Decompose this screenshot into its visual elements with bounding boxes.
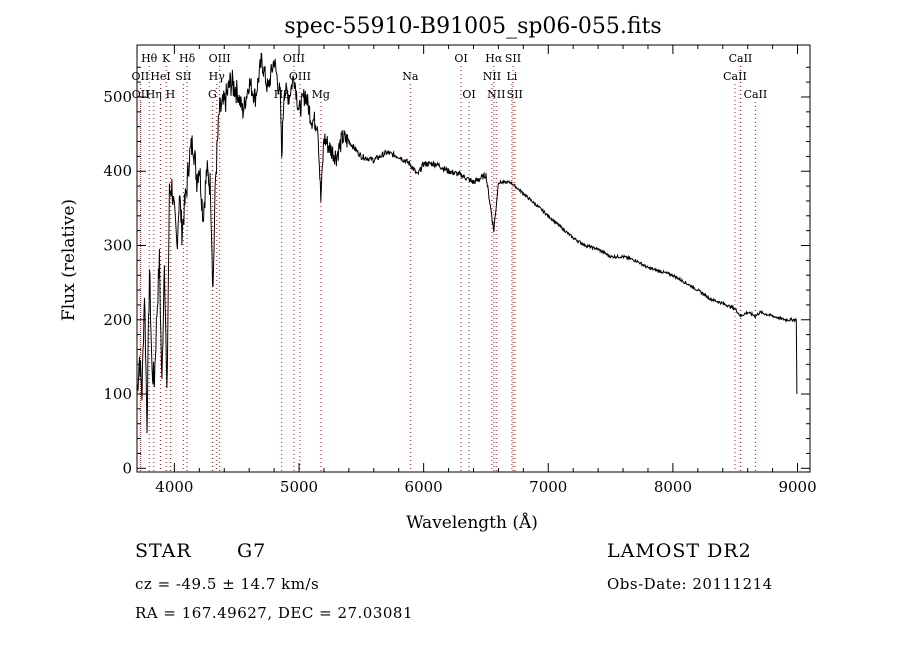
- line-marker-label: Hδ: [179, 52, 196, 65]
- y-tick-label: 100: [103, 385, 132, 403]
- line-marker-label: Li: [506, 70, 517, 83]
- line-marker-label: OIII: [289, 70, 311, 83]
- x-tick-label: 5000: [280, 478, 318, 496]
- line-marker-label: Hγ: [209, 70, 226, 83]
- line-marker-label: Hα: [485, 52, 503, 65]
- line-marker-label: HeI: [150, 70, 170, 83]
- x-tick-label: 9000: [778, 478, 816, 496]
- line-marker-label: OI: [462, 88, 475, 101]
- chart-title: spec-55910-B91005_sp06-055.fits: [284, 14, 661, 39]
- object-class: STAR: [135, 540, 192, 562]
- y-tick-label: 500: [103, 88, 132, 106]
- line-marker-label: CaII: [729, 52, 753, 65]
- line-marker-label: Hθ: [141, 52, 158, 65]
- y-tick-label: 200: [103, 311, 132, 329]
- line-marker-label: SII: [505, 52, 521, 65]
- y-axis-label: Flux (relative): [59, 199, 79, 321]
- line-marker-label: H: [166, 88, 176, 101]
- plot-frame: [136, 44, 811, 473]
- x-axis-label: Wavelength (Å): [406, 512, 538, 533]
- line-marker-label: OIII: [283, 52, 305, 65]
- line-marker-label: OII: [132, 88, 150, 101]
- line-marker-label: SII: [175, 70, 191, 83]
- spectrum-line: [136, 52, 798, 434]
- x-tick-label: 7000: [529, 478, 567, 496]
- redshift-text: cz = -49.5 ± 14.7 km/s: [135, 575, 320, 593]
- line-marker-label: K: [162, 52, 171, 65]
- line-marker-label: OIII: [209, 52, 231, 65]
- line-marker-label: Na: [402, 70, 419, 83]
- line-marker-label: Hη: [146, 88, 162, 101]
- line-marker-label: NII: [483, 70, 501, 83]
- x-tick-label: 8000: [654, 478, 692, 496]
- x-tick-label: 4000: [155, 478, 193, 496]
- y-tick-label: 300: [103, 237, 132, 255]
- line-marker-label: SII: [507, 88, 523, 101]
- line-marker-label: OII: [132, 70, 150, 83]
- y-tick-label: 0: [122, 459, 132, 477]
- obs-date-text: Obs-Date: 20111214: [607, 575, 773, 593]
- line-marker-label: NII: [487, 88, 505, 101]
- survey-name: LAMOST DR2: [607, 540, 752, 562]
- line-marker-label: CaII: [723, 70, 747, 83]
- line-marker-label: OI: [454, 52, 467, 65]
- y-tick-label: 400: [103, 162, 132, 180]
- coords-text: RA = 167.49627, DEC = 27.03081: [135, 604, 414, 622]
- line-marker-label: Mg: [312, 88, 330, 101]
- line-marker-label: CaII: [744, 88, 768, 101]
- line-marker-label: G: [208, 88, 217, 101]
- x-tick-label: 6000: [405, 478, 443, 496]
- object-subclass: G7: [237, 540, 267, 562]
- axis-ticks: 4000 5000 6000 7000 8000 9000 0 100 200 300 400 500: [103, 45, 817, 496]
